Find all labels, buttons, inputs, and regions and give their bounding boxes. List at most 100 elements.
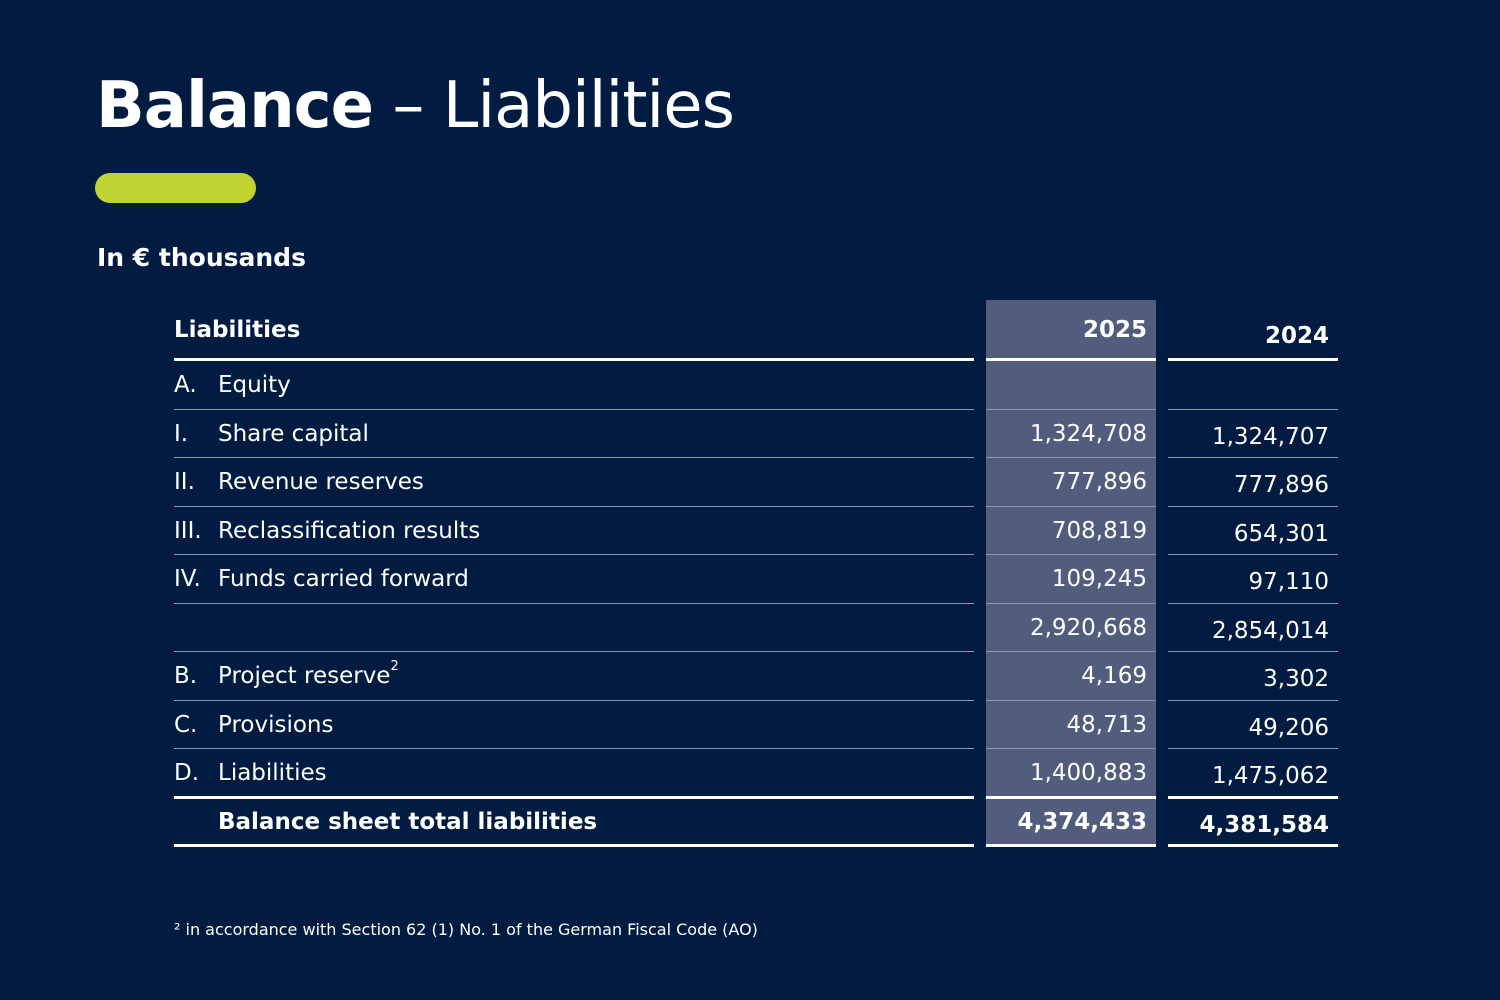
table-rule <box>986 699 1156 701</box>
header-2024: 2024 <box>1264 323 1329 349</box>
table-rule-strong <box>1168 795 1338 799</box>
table-rule <box>174 651 974 652</box>
table-row: C. Provisions 48,713 49,206 <box>174 701 1338 749</box>
unit-label: In € thousands <box>97 243 306 272</box>
row-label-text: Liabilities <box>218 760 327 786</box>
table-rule <box>174 602 974 604</box>
row-label-main: Liabilities <box>218 760 327 786</box>
table-row: IV. Funds carried forward 109,245 97,110 <box>174 555 1338 603</box>
page-title: Balance – Liabilities <box>96 68 735 144</box>
row-label: D. Liabilities <box>174 749 974 797</box>
row-label: III. Reclassification results <box>174 507 974 555</box>
row-label-text: Funds carried forward <box>218 566 469 592</box>
row-number: II. <box>174 469 195 495</box>
value-2024: 1,324,707 <box>1211 423 1329 450</box>
row-label: B. Project reserve2 <box>174 652 974 700</box>
row-label-text: Reclassification results <box>218 518 480 544</box>
header-label: Liabilities <box>174 317 301 343</box>
row-label: IV. Funds carried forward <box>174 555 974 603</box>
value-2024: 3,302 <box>1263 666 1329 692</box>
table-rule <box>986 602 1156 604</box>
value-2024: 654,301 <box>1233 520 1329 547</box>
table-rule <box>1168 554 1338 555</box>
table-row: I. Share capital 1,324,708 1,324,707 <box>174 410 1338 458</box>
footnote: ² in accordance with Section 62 (1) No. … <box>174 920 758 939</box>
total-label-text: Balance sheet total liabilities <box>218 808 598 835</box>
table-rule <box>1168 602 1338 604</box>
table-rule <box>174 505 974 507</box>
table-rule <box>986 408 1156 410</box>
row-label: I. Share capital <box>174 410 974 458</box>
table-rule-strong <box>1168 358 1338 361</box>
table-row: A. Equity <box>174 361 1338 409</box>
table-rule <box>986 457 1156 458</box>
value-2025 <box>986 361 1147 409</box>
value-2025: 2,920,668 <box>1029 614 1147 641</box>
row-label: C. Provisions <box>174 701 974 749</box>
footnote-marker: 2 <box>390 659 399 674</box>
table-rule-strong <box>174 844 974 847</box>
value-2024 <box>1168 364 1329 412</box>
row-label-main: Reclassification results <box>218 517 481 544</box>
table-rule-strong <box>174 358 974 361</box>
table-header-row: Liabilities 2025 2024 <box>174 306 1338 354</box>
row-label-text: Share capital <box>218 421 369 447</box>
table-row: 2,920,668 2,854,014 <box>174 604 1338 652</box>
row-number: I. <box>174 420 189 447</box>
table-rule-strong <box>986 844 1156 847</box>
value-2025: 48,713 <box>1066 711 1147 738</box>
row-number: B. <box>174 663 198 689</box>
highlight-column-2025 <box>986 300 1156 847</box>
table-rule <box>174 554 974 555</box>
value-2025: 109,245 <box>1051 566 1147 592</box>
row-label-main: Provisions <box>218 711 334 738</box>
table-rule-strong <box>986 358 1156 361</box>
row-label: II. Revenue reserves <box>174 458 974 506</box>
row-number: IV. <box>174 566 201 592</box>
table-rule <box>986 554 1156 555</box>
value-2024: 777,896 <box>1233 472 1329 498</box>
table-rule <box>1168 505 1338 507</box>
row-number: A. <box>174 372 197 398</box>
table-rule <box>174 748 974 749</box>
accent-bar <box>95 173 256 203</box>
row-label-text: Project reserve2 <box>218 659 399 689</box>
table-rule <box>1168 408 1338 410</box>
value-2025: 777,896 <box>1051 469 1147 495</box>
value-2025: 1,324,708 <box>1029 420 1147 447</box>
table-rule-strong <box>986 795 1156 799</box>
table-rule-strong <box>174 795 974 799</box>
row-label <box>174 604 974 652</box>
row-label-text: Revenue reserves <box>218 469 424 495</box>
total-label: Balance sheet total liabilities <box>174 798 974 846</box>
value-2024: 97,110 <box>1248 569 1329 595</box>
table-rule <box>174 457 974 458</box>
row-label-text: Provisions <box>218 712 334 738</box>
total-row: Balance sheet total liabilities 4,374,43… <box>174 798 1338 846</box>
table-rule <box>1168 699 1338 701</box>
table-rule <box>1168 748 1338 749</box>
row-label-main: Equity <box>218 372 291 398</box>
table-rule <box>986 651 1156 652</box>
table-row: II. Revenue reserves 777,896 777,896 <box>174 458 1338 506</box>
row-number: III. <box>174 517 202 544</box>
table-rule <box>986 505 1156 507</box>
row-label-main: Project reserve <box>218 663 391 689</box>
value-2024: 1,475,062 <box>1211 763 1329 789</box>
title-light-part: – Liabilities <box>373 69 735 143</box>
value-2025: 1,400,883 <box>1029 760 1147 786</box>
table-rule <box>1168 457 1338 458</box>
table-rule <box>1168 651 1338 652</box>
total-2025: 4,374,433 <box>1017 808 1148 835</box>
table-rule <box>174 408 974 410</box>
table-row: III. Reclassification results 708,819 654,3… <box>174 507 1338 555</box>
value-2025: 4,169 <box>1081 663 1147 689</box>
value-2025: 708,819 <box>1051 517 1147 544</box>
row-number: C. <box>174 711 198 738</box>
row-label-text: Equity <box>218 372 291 398</box>
title-bold-part: Balance <box>96 69 374 143</box>
table-rule <box>174 699 974 701</box>
value-2024: 49,206 <box>1248 714 1329 741</box>
header-2025: 2025 <box>1082 317 1147 343</box>
table-rule <box>986 748 1156 749</box>
